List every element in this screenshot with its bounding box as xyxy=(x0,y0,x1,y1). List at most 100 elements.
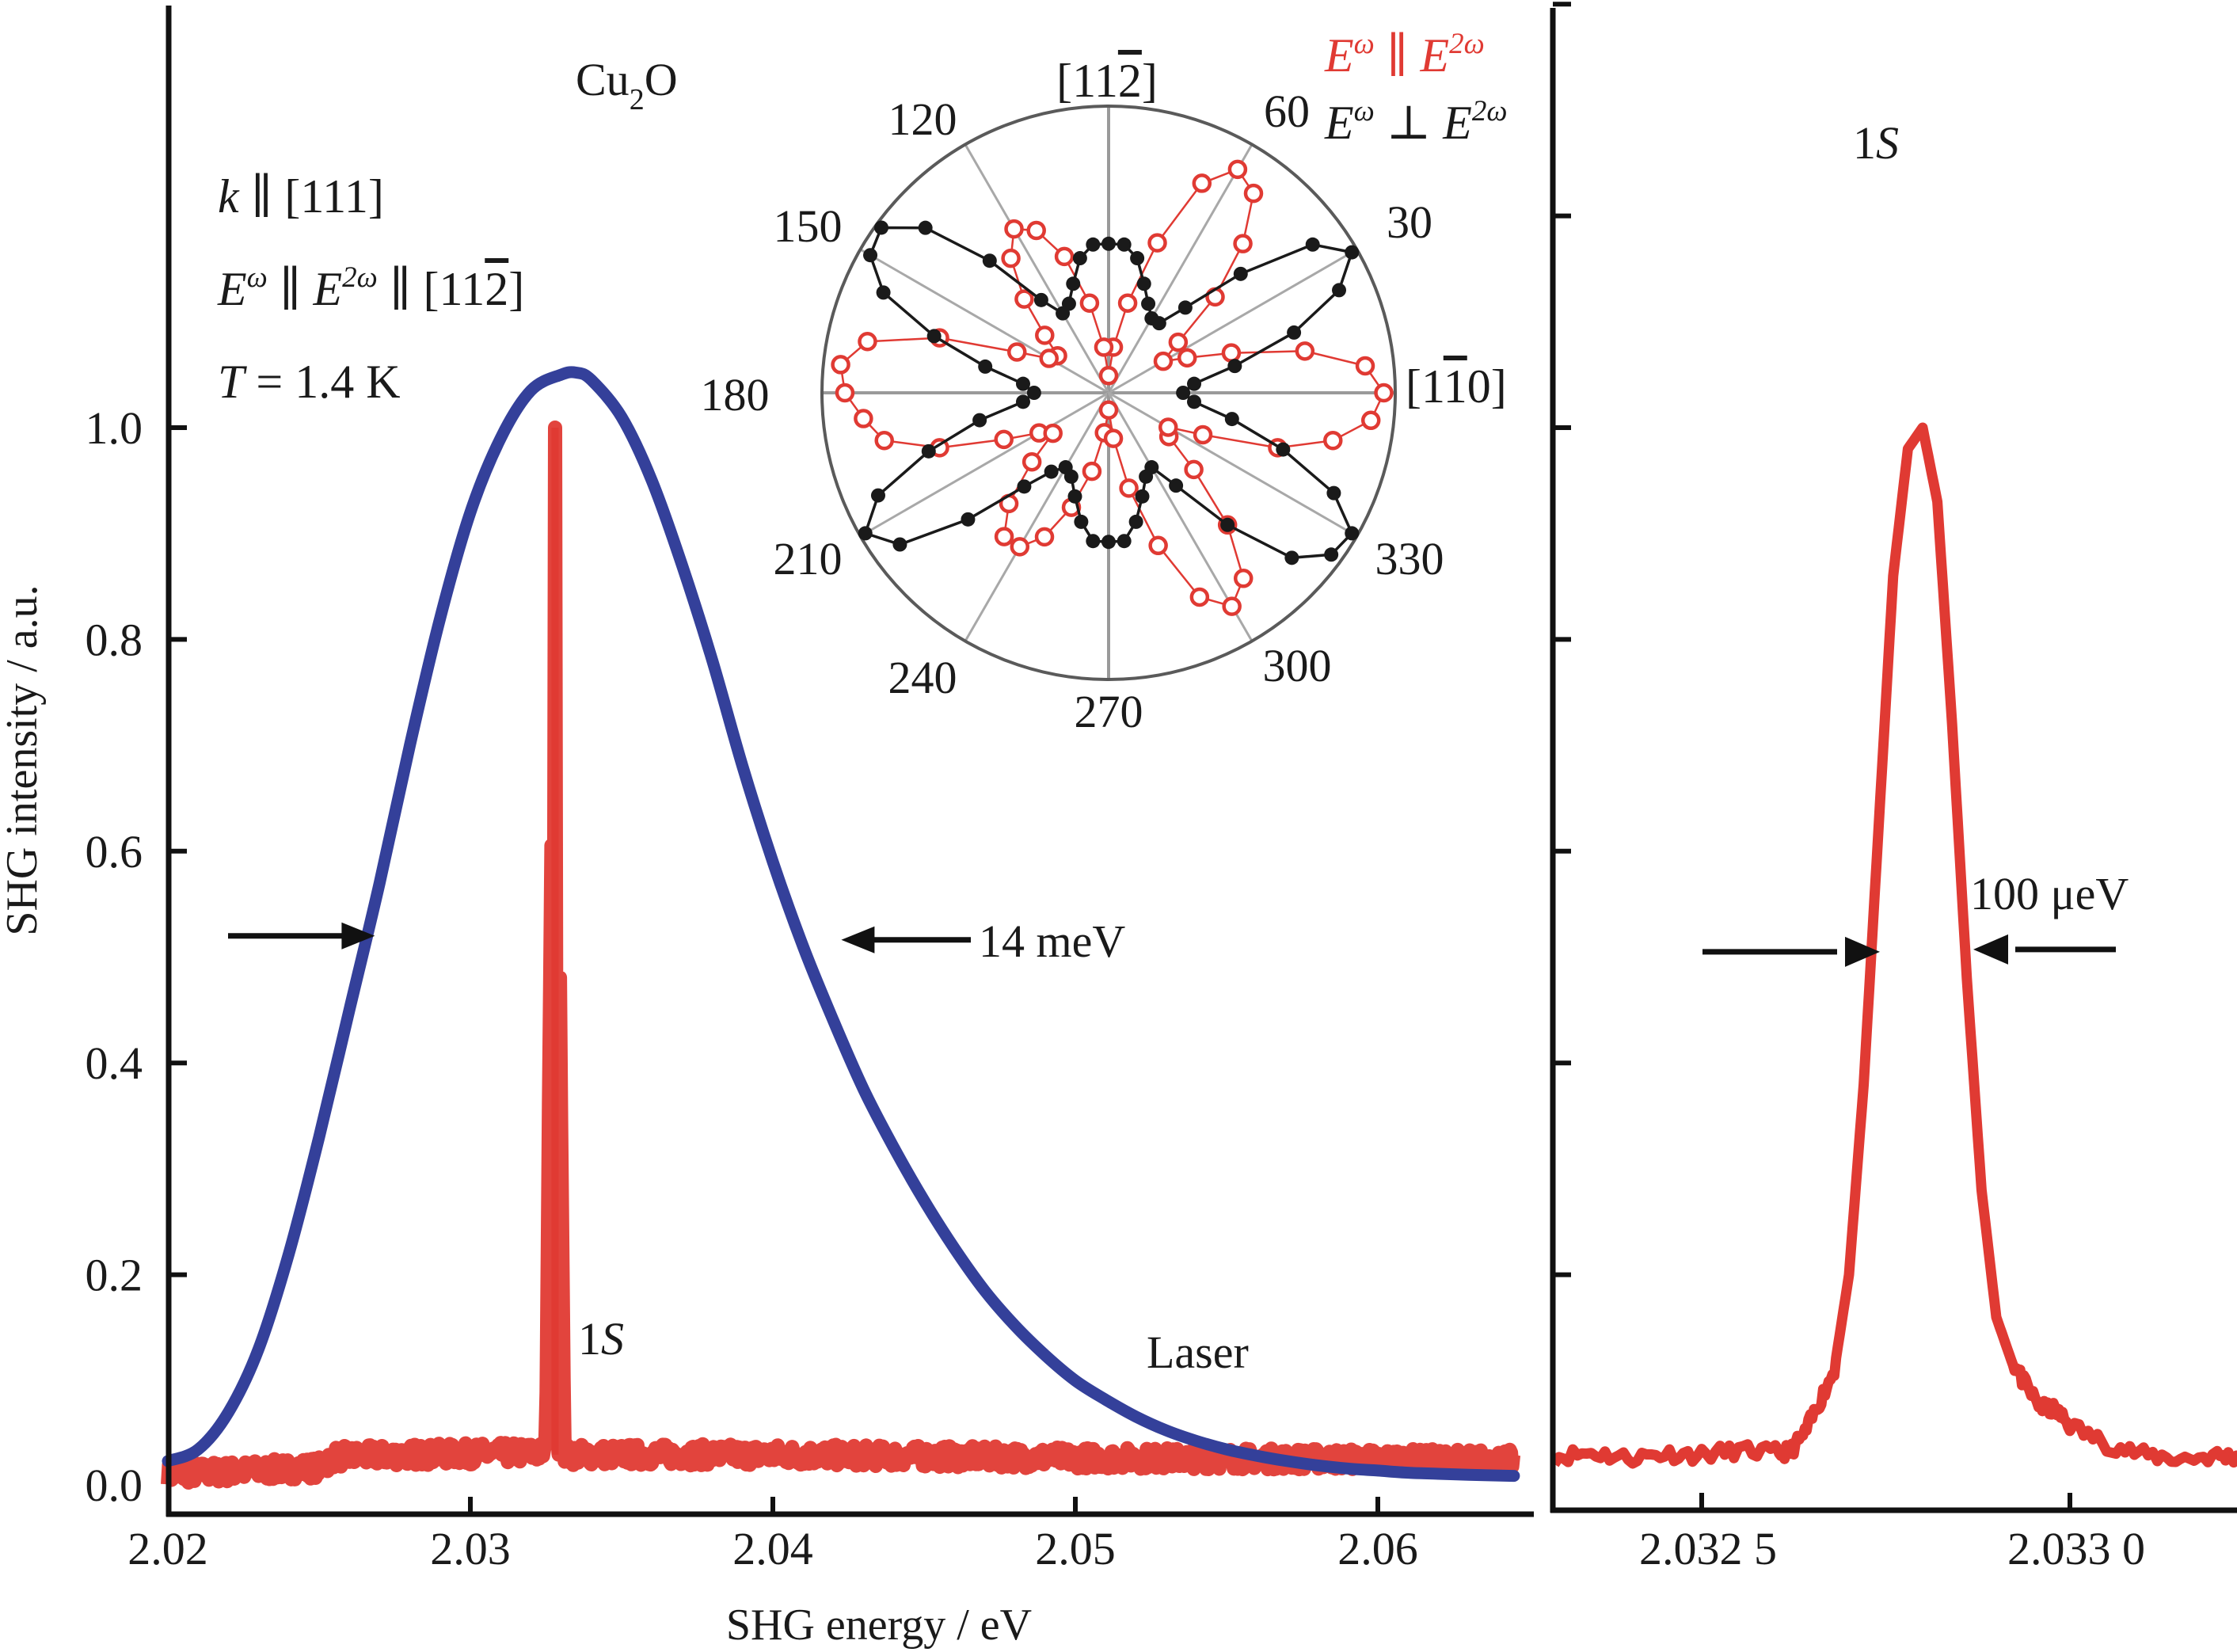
polar-spoke xyxy=(1107,143,1254,394)
condition-label-part: T xyxy=(218,356,247,408)
polar-perpendicular-point xyxy=(863,248,878,263)
polar-parallel-point xyxy=(1192,173,1212,193)
polar-perpendicular-point xyxy=(1066,276,1081,291)
peak-1s-num: 1 xyxy=(578,1313,601,1365)
polar-spoke xyxy=(859,248,1109,394)
main-x-axis-title: SHG energy / eV xyxy=(726,1601,1032,1650)
polar-parallel-point xyxy=(1177,348,1197,368)
main-y-axis-title: SHG intensity / a.u. xyxy=(0,584,47,935)
polar-perpendicular-point xyxy=(978,359,993,374)
polar-perpendicular-point xyxy=(1015,394,1030,409)
polar-perpendicular-point xyxy=(876,285,891,300)
polar-parallel-point xyxy=(1010,537,1030,557)
y-tick-label: 0.8 xyxy=(86,614,143,665)
fwhm-left-arrow-head xyxy=(341,922,375,950)
polar-direction-top-part: 2 xyxy=(1118,55,1142,107)
polar-perpendicular-point xyxy=(1233,266,1248,281)
polar-legend-parallel-part: E xyxy=(1420,29,1450,82)
polar-parallel-point xyxy=(1221,343,1242,363)
polar-parallel-point xyxy=(874,430,894,451)
polar-perpendicular-point xyxy=(1176,386,1191,400)
condition-label-part: ∥ [111] xyxy=(239,170,384,223)
condition-label: k ∥ [111] xyxy=(218,170,384,223)
polar-parallel-point xyxy=(1148,535,1168,556)
polar-parallel-point xyxy=(1233,569,1254,588)
zoom-series-1s-line xyxy=(1550,422,2237,1469)
polar-spoke xyxy=(1108,391,1358,538)
polar-legend-parallel-part: ∥ xyxy=(1375,29,1421,82)
x-tick-label: 2.04 xyxy=(732,1523,813,1574)
polar-perpendicular-point xyxy=(1135,489,1150,504)
polar-perpendicular-point xyxy=(918,220,933,235)
polar-parallel-point xyxy=(1043,423,1063,443)
polar-legend-perpendicular-part: 2ω xyxy=(1472,95,1508,128)
polar-direction-top-part: [11 xyxy=(1056,55,1118,107)
polar-perpendicular-point xyxy=(926,329,942,344)
polar-legend-perpendicular: Eω ⊥ E2ω xyxy=(1324,95,1508,149)
y-tick-label: 0.2 xyxy=(86,1250,143,1301)
polar-parallel-point xyxy=(1026,220,1046,241)
polar-legend-parallel-part: E xyxy=(1324,29,1354,82)
polar-perpendicular-point xyxy=(1086,237,1101,252)
polar-perpendicular-point xyxy=(858,526,873,541)
polar-perpendicular-point xyxy=(1117,237,1132,252)
polar-perpendicular-point xyxy=(1187,376,1202,391)
polar-outer-circle xyxy=(820,105,1397,681)
polar-angle-label: 60 xyxy=(1264,86,1310,137)
polar-perpendicular-point xyxy=(1101,535,1116,550)
polar-perpendicular-point xyxy=(1117,534,1132,549)
zoom-peak-1s-num: 1 xyxy=(1853,117,1876,169)
polar-perpendicular-point xyxy=(870,488,885,503)
polar-parallel-point xyxy=(858,332,877,352)
polar-legend-perpendicular-part: ⊥ xyxy=(1375,97,1443,149)
series-laser-line xyxy=(162,366,1520,1483)
polar-perpendicular-point xyxy=(1074,514,1089,529)
polar-perpendicular-point xyxy=(1276,442,1291,457)
polar-angle-label: 30 xyxy=(1387,196,1432,248)
polar-parallel-point xyxy=(854,409,873,428)
polar-parallel-point xyxy=(1243,183,1264,204)
polar-parallel-point xyxy=(1295,341,1315,361)
main-ticks: 2.02 2.03 2.04 2.05 2.06 0.0 0.2 0.4 0.6 0.8 1.0 xyxy=(86,402,1418,1574)
polar-parallel-point xyxy=(1168,332,1189,352)
polar-parallel-point xyxy=(1189,587,1210,607)
fwhm-14mev-label: 14 meV xyxy=(979,915,1125,967)
condition-label: T = 1.4 K xyxy=(218,356,401,408)
polar-angle-label: 300 xyxy=(1263,640,1332,691)
y-tick-label: 0.0 xyxy=(86,1460,143,1511)
polar-legend-parallel-part: 2ω xyxy=(1449,28,1485,60)
polar-perpendicular-point xyxy=(1144,310,1159,325)
polar-angle-label: 120 xyxy=(888,93,957,145)
polar-perpendicular-point xyxy=(982,253,997,268)
polar-parallel-point xyxy=(1153,351,1174,371)
polar-parallel-point xyxy=(1004,219,1024,239)
zoom-x-tick-label: 2.033 0 xyxy=(2007,1523,2145,1574)
zoom-fwhm-right-arrow-head xyxy=(1973,934,2008,965)
polar-legend-parallel-part: ω xyxy=(1354,28,1375,60)
polar-perpendicular-point xyxy=(1220,517,1235,532)
polar-perpendicular-point xyxy=(1324,547,1339,562)
polar-parallel-point xyxy=(994,527,1014,546)
polar-perpendicular-point xyxy=(1345,526,1360,541)
condition-label-part: k xyxy=(218,170,240,223)
main-curves xyxy=(161,366,1521,1490)
condition-label-part: ] xyxy=(508,263,524,315)
polar-parallel-point xyxy=(1103,428,1124,448)
y-tick-label: 1.0 xyxy=(86,402,143,454)
x-tick-label: 2.06 xyxy=(1337,1523,1418,1574)
polar-perpendicular-point xyxy=(1086,534,1101,549)
polar-perpendicular-point xyxy=(1169,478,1184,493)
zoom-x-tick-label: 2.032 5 xyxy=(1639,1523,1777,1574)
polar-parallel-point xyxy=(1098,366,1119,386)
polar-parallel-point xyxy=(1374,383,1394,403)
condition-label-part: ∥ [11 xyxy=(378,263,485,315)
polar-perpendicular-point xyxy=(1326,485,1341,501)
x-tick-label: 2.02 xyxy=(127,1523,208,1574)
y-tick-label: 0.6 xyxy=(86,826,143,877)
polar-direction-right-part: [1 xyxy=(1406,360,1444,413)
condition-label: Eω ∥ E2ω ∥ [112] xyxy=(217,261,524,315)
polar-perpendicular-point xyxy=(1284,550,1299,565)
polar-parallel-point xyxy=(831,355,850,375)
condition-label-part: = 1.4 K xyxy=(244,356,400,408)
